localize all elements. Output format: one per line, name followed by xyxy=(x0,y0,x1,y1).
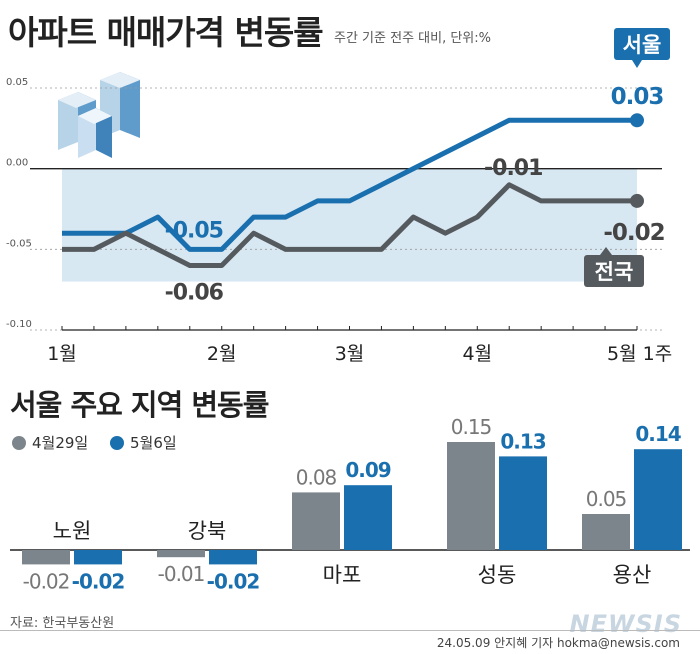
legend-swatch-curr xyxy=(110,435,124,450)
bar-value-label: 0.13 xyxy=(500,429,545,453)
bar xyxy=(22,550,70,565)
series-end-label: -0.02 xyxy=(603,220,664,246)
bar xyxy=(499,456,547,550)
category-label: 용산 xyxy=(613,563,652,587)
bar xyxy=(447,442,495,550)
x-tick-label: 3월 xyxy=(335,343,365,365)
bar-value-label: 0.08 xyxy=(296,465,337,489)
series-line-1 xyxy=(62,182,637,268)
y-tick-label: 0.00 xyxy=(6,158,28,169)
bar xyxy=(634,449,682,550)
category-label: 노원 xyxy=(53,519,92,543)
apartment-buildings-icon xyxy=(58,72,140,158)
y-tick-label: 0.05 xyxy=(6,77,28,88)
line-chart: 0.05 0.00 -0.05 -0.10 1월 2월 3월 4월 5월 1주 서울 0.03 전국 -… xyxy=(6,28,672,365)
bar xyxy=(157,550,205,558)
x-tick-label: 1월 xyxy=(47,343,77,365)
series-name-pointer xyxy=(600,247,612,255)
x-tick-label: 5월 1주 xyxy=(607,343,672,365)
bar-value-label: -0.02 xyxy=(207,569,260,593)
data-label: -0.06 xyxy=(165,280,224,305)
legend-label-curr: 5월6일 xyxy=(130,434,177,452)
bar-value-label: -0.01 xyxy=(158,562,205,586)
chart-title: 아파트 매매가격 변동률 xyxy=(8,13,324,52)
legend-item-curr: 5월6일 xyxy=(110,432,177,453)
bar xyxy=(209,550,257,565)
series-name-pointer xyxy=(632,60,642,68)
series-name-box xyxy=(614,28,670,60)
bar xyxy=(292,492,340,550)
bar-value-label: 0.15 xyxy=(451,415,492,439)
series-name-label: 서울 xyxy=(623,33,662,57)
legend-item-prev: 4월29일 xyxy=(12,432,88,453)
bar xyxy=(582,514,630,550)
bar-value-label: 0.14 xyxy=(635,422,680,446)
data-label: -0.01 xyxy=(484,156,542,181)
series-name-box xyxy=(584,255,644,287)
category-label: 마포 xyxy=(323,563,362,587)
category-label: 강북 xyxy=(188,519,227,543)
x-tick-label: 2월 xyxy=(207,343,237,365)
bar xyxy=(344,485,392,550)
legend-swatch-prev xyxy=(12,435,26,450)
bar xyxy=(74,550,122,565)
data-label: -0.05 xyxy=(165,218,223,243)
bar-value-label: -0.02 xyxy=(72,569,125,593)
source-note: 자료: 한국부동산원 xyxy=(10,616,115,631)
y-tick-label: -0.05 xyxy=(6,238,32,249)
credit-line: 24.05.09 안지혜 기자 hokma@newsis.com xyxy=(436,636,680,650)
bar-value-label: -0.02 xyxy=(23,569,70,593)
legend-label-prev: 4월29일 xyxy=(32,434,89,452)
bar-value-label: 0.09 xyxy=(345,458,390,482)
series-end-point xyxy=(630,113,644,128)
series-end-point xyxy=(630,193,644,208)
bar-value-label: 0.05 xyxy=(586,487,627,511)
shaded-band xyxy=(62,168,637,282)
chart-subtitle: 주간 기준 전주 대비, 단위:% xyxy=(334,31,491,46)
section-title: 서울 주요 지역 변동률 xyxy=(10,388,269,422)
divider xyxy=(0,630,700,631)
watermark-logo: NEWSIS xyxy=(569,610,682,638)
category-label: 성동 xyxy=(478,563,517,587)
series-line-0 xyxy=(62,117,637,252)
series-name-label: 전국 xyxy=(595,260,634,284)
series-end-label: 0.03 xyxy=(611,84,664,110)
x-tick-label: 4월 xyxy=(462,343,492,365)
y-tick-label: -0.10 xyxy=(6,319,32,330)
